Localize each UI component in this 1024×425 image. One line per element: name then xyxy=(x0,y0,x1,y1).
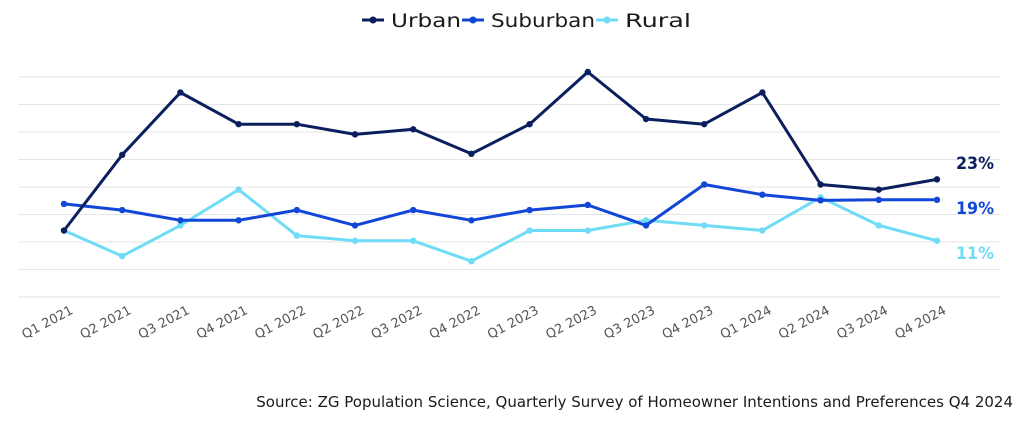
x-tick-label: Q1 2022 xyxy=(252,303,308,342)
x-tick-label: Q3 2023 xyxy=(602,303,658,342)
data-point xyxy=(177,89,184,96)
legend-item-rural: Rural xyxy=(596,10,691,32)
x-tick-label: Q4 2024 xyxy=(893,303,949,342)
series-urban xyxy=(60,68,941,234)
data-point xyxy=(119,206,126,214)
data-point xyxy=(293,206,300,214)
data-point xyxy=(351,222,359,229)
data-point xyxy=(642,222,650,229)
data-point xyxy=(701,222,708,229)
legend-marker xyxy=(369,16,377,24)
series-line-rural xyxy=(62,188,939,263)
data-point xyxy=(933,237,941,244)
legend-label: Suburban xyxy=(491,10,595,32)
data-point xyxy=(468,217,475,224)
data-point xyxy=(235,186,242,193)
data-point xyxy=(875,196,882,204)
end-label-urban: 23% xyxy=(956,154,994,174)
data-point xyxy=(119,252,126,260)
legend-item-urban: Urban xyxy=(362,10,461,32)
data-point xyxy=(759,89,766,96)
data-point xyxy=(642,115,650,123)
x-tick-label: Q2 2024 xyxy=(776,303,832,342)
series-line-suburban xyxy=(62,183,939,227)
x-tick-label: Q1 2021 xyxy=(20,303,76,342)
x-tick-label: Q2 2021 xyxy=(78,303,134,342)
data-point xyxy=(60,200,68,208)
data-point xyxy=(817,197,824,204)
data-point xyxy=(351,131,359,138)
x-tick-label: Q3 2024 xyxy=(834,303,890,342)
data-point xyxy=(526,120,533,128)
x-axis-ticks: Q1 2021 Q2 2021 Q3 2021 Q4 2021 Q1 2022 Q2 20… xyxy=(20,303,949,342)
legend-marker xyxy=(603,16,611,24)
x-tick-label: Q3 2022 xyxy=(369,303,425,342)
x-tick-label: Q4 2023 xyxy=(660,303,716,342)
series-suburban xyxy=(60,181,941,229)
source-note: Source: ZG Population Science, Quarterly… xyxy=(256,393,1013,411)
x-tick-label: Q4 2021 xyxy=(194,303,250,342)
data-point xyxy=(875,222,882,229)
data-point xyxy=(60,227,68,234)
data-point xyxy=(759,227,766,234)
data-point xyxy=(410,206,417,214)
data-point xyxy=(177,217,184,224)
x-tick-label: Q1 2023 xyxy=(485,303,541,342)
data-point xyxy=(584,201,591,209)
data-point xyxy=(933,196,941,204)
data-point xyxy=(817,181,824,188)
data-point xyxy=(351,237,359,244)
data-point xyxy=(235,217,242,224)
data-point xyxy=(293,232,300,239)
data-point xyxy=(701,120,708,128)
x-tick-label: Q2 2022 xyxy=(311,303,367,342)
data-point xyxy=(642,217,650,224)
series-group xyxy=(60,68,941,265)
end-label-rural: 11% xyxy=(956,244,994,264)
legend: Urban Suburban Rural xyxy=(362,10,691,32)
end-label-suburban: 19% xyxy=(956,199,994,219)
x-tick-label: Q1 2024 xyxy=(718,303,774,342)
data-point xyxy=(759,191,766,198)
legend-marker xyxy=(469,16,477,24)
data-point xyxy=(468,150,475,158)
legend-item-suburban: Suburban xyxy=(462,10,595,32)
series-line-urban xyxy=(62,70,939,232)
data-point xyxy=(526,206,533,214)
end-labels: 23% 19% 11% xyxy=(956,154,994,264)
data-point xyxy=(410,237,417,244)
x-tick-label: Q3 2021 xyxy=(136,303,192,342)
data-point xyxy=(177,222,184,229)
x-tick-label: Q2 2023 xyxy=(543,303,599,342)
data-point xyxy=(410,126,417,133)
data-point xyxy=(119,151,126,159)
x-tick-label: Q4 2022 xyxy=(427,303,483,342)
data-point xyxy=(584,68,591,76)
data-point xyxy=(875,186,882,193)
data-point xyxy=(933,176,941,183)
legend-label: Rural xyxy=(625,10,691,32)
data-point xyxy=(584,227,591,234)
data-point xyxy=(235,120,242,128)
data-point xyxy=(526,227,533,234)
data-point xyxy=(701,181,708,188)
data-point xyxy=(468,258,475,265)
legend-label: Urban xyxy=(391,10,461,32)
data-point xyxy=(293,120,300,128)
